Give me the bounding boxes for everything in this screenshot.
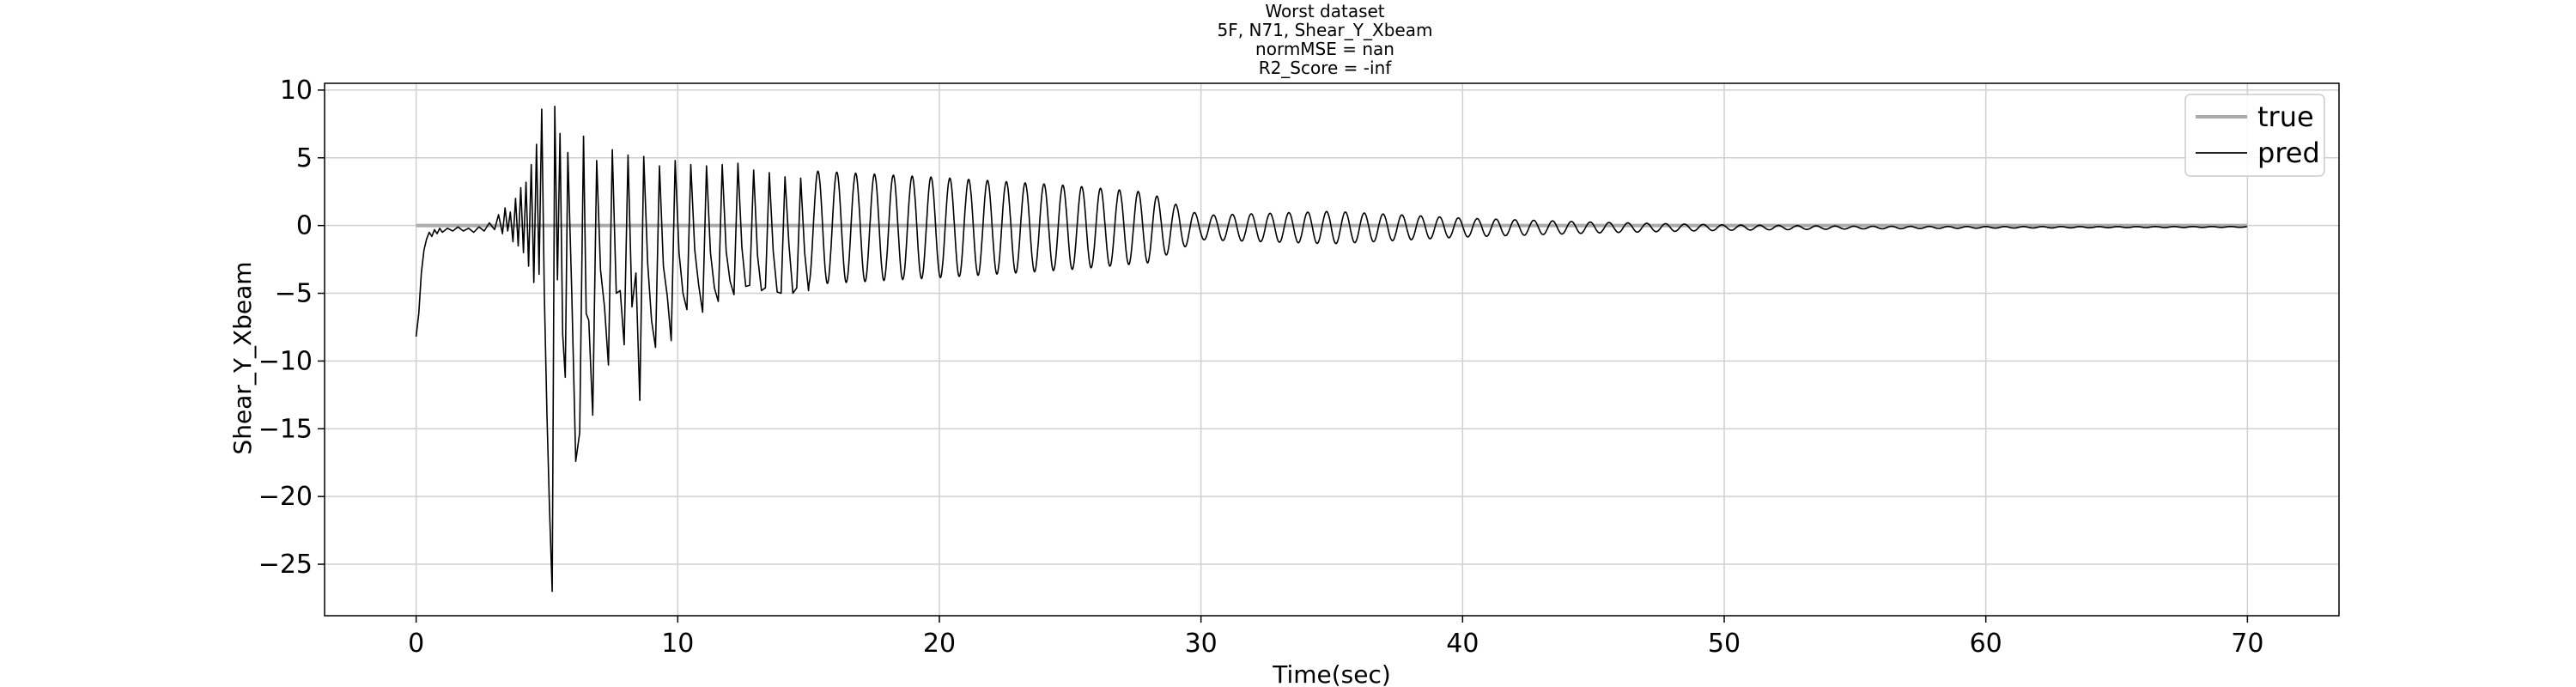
x-tick-label: 10	[661, 629, 694, 659]
plot-series	[415, 106, 2248, 593]
title-line-1: Worst dataset	[1265, 1, 1384, 21]
chart-title: Worst dataset 5F, N71, Shear_Y_Xbeam nor…	[1218, 1, 1433, 78]
y-tick-label: −25	[258, 550, 313, 580]
legend: true pred	[2184, 94, 2325, 177]
y-tick-label: −15	[258, 414, 313, 444]
title-line-4: R2_Score = -inf	[1259, 58, 1393, 78]
x-tick-label: 60	[1970, 629, 2002, 659]
x-tick-label: 70	[2231, 629, 2263, 659]
y-tick-label: −10	[258, 346, 313, 376]
x-tick-label: 30	[1185, 629, 1218, 659]
y-tick-label: −20	[258, 482, 313, 512]
title-line-3: normMSE = nan	[1255, 39, 1394, 59]
title-line-2: 5F, N71, Shear_Y_Xbeam	[1218, 20, 1433, 40]
x-tick-label: 40	[1446, 629, 1479, 659]
y-tick-label: 0	[296, 211, 313, 241]
x-tick-label: 0	[408, 629, 424, 659]
y-tick-label: −5	[275, 279, 313, 309]
x-tick-label: 50	[1708, 629, 1741, 659]
grid	[325, 83, 2339, 616]
y-tick-label: 10	[280, 76, 313, 106]
legend-box	[2184, 94, 2325, 177]
plot-frame	[324, 82, 2340, 617]
legend-label-true: true	[2257, 100, 2314, 133]
y-axis-label: Shear_Y_Xbeam	[228, 261, 257, 454]
y-tick-label: 5	[296, 143, 313, 173]
x-tick-label: 20	[923, 629, 956, 659]
series-line-pred	[415, 106, 2247, 593]
x-axis-label: Time(sec)	[1272, 660, 1391, 687]
legend-label-pred: pred	[2257, 137, 2320, 169]
